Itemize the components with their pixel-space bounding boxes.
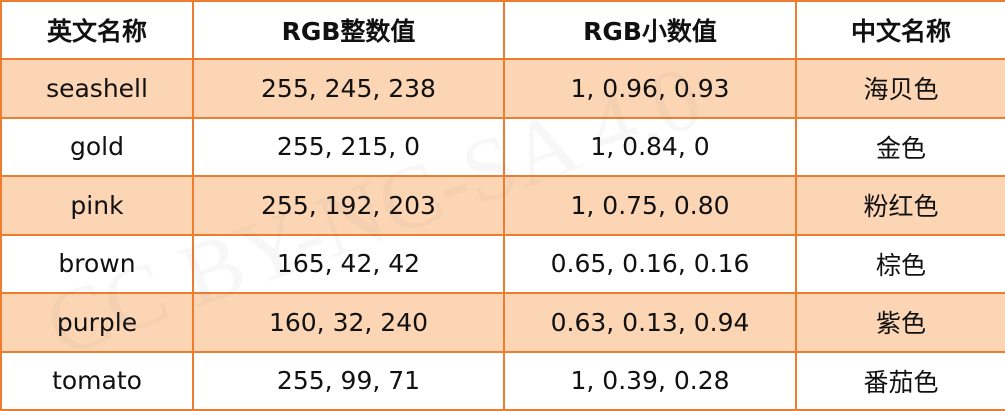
table-body: seashell 255, 245, 238 1, 0.96, 0.93 海贝色 gol… (0, 58, 1005, 411)
table-cell: 160, 32, 240 (192, 292, 505, 353)
table-row: gold 255, 215, 0 1, 0.84, 0 金色 (0, 116, 1005, 177)
table-cell: 1, 0.39, 0.28 (503, 350, 797, 411)
table-row: pink 255, 192, 203 1, 0.75, 0.80 粉红色 (0, 175, 1005, 236)
header-row: 英文名称 RGB整数值 RGB小数值 中文名称 (0, 0, 1005, 60)
table-cell: 棕色 (795, 233, 1005, 294)
table-cell: purple (0, 292, 194, 353)
table-cell: 金色 (795, 116, 1005, 177)
table-cell: gold (0, 116, 194, 177)
table-cell: 255, 99, 71 (192, 350, 505, 411)
table-cell: 255, 245, 238 (192, 58, 505, 119)
table-row: seashell 255, 245, 238 1, 0.96, 0.93 海贝色 (0, 58, 1005, 119)
header-cell: RGB整数值 (192, 0, 505, 60)
table-cell: pink (0, 175, 194, 236)
header-cell: 英文名称 (0, 0, 194, 60)
table-row: brown 165, 42, 42 0.65, 0.16, 0.16 棕色 (0, 233, 1005, 294)
table-cell: tomato (0, 350, 194, 411)
table-cell: 番茄色 (795, 350, 1005, 411)
table-cell: 海贝色 (795, 58, 1005, 119)
table-cell: 粉红色 (795, 175, 1005, 236)
table-cell: 255, 215, 0 (192, 116, 505, 177)
table-cell: 165, 42, 42 (192, 233, 505, 294)
table-cell: 1, 0.96, 0.93 (503, 58, 797, 119)
table-cell: 1, 0.75, 0.80 (503, 175, 797, 236)
table-cell: 紫色 (795, 292, 1005, 353)
table-cell: 0.65, 0.16, 0.16 (503, 233, 797, 294)
table-cell: brown (0, 233, 194, 294)
table-cell: 255, 192, 203 (192, 175, 505, 236)
header-cell: RGB小数值 (503, 0, 797, 60)
table-cell: 1, 0.84, 0 (503, 116, 797, 177)
header-cell: 中文名称 (795, 0, 1005, 60)
table-row: purple 160, 32, 240 0.63, 0.13, 0.94 紫色 (0, 292, 1005, 353)
table-row: tomato 255, 99, 71 1, 0.39, 0.28 番茄色 (0, 350, 1005, 411)
table-cell: seashell (0, 58, 194, 119)
table-cell: 0.63, 0.13, 0.94 (503, 292, 797, 353)
